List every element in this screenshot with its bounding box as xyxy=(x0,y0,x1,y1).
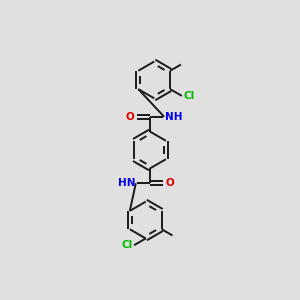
Text: O: O xyxy=(126,112,134,122)
Text: HN: HN xyxy=(118,178,136,188)
Text: O: O xyxy=(166,178,174,188)
Text: Cl: Cl xyxy=(183,91,194,101)
Text: Cl: Cl xyxy=(122,240,133,250)
Text: NH: NH xyxy=(164,112,182,122)
